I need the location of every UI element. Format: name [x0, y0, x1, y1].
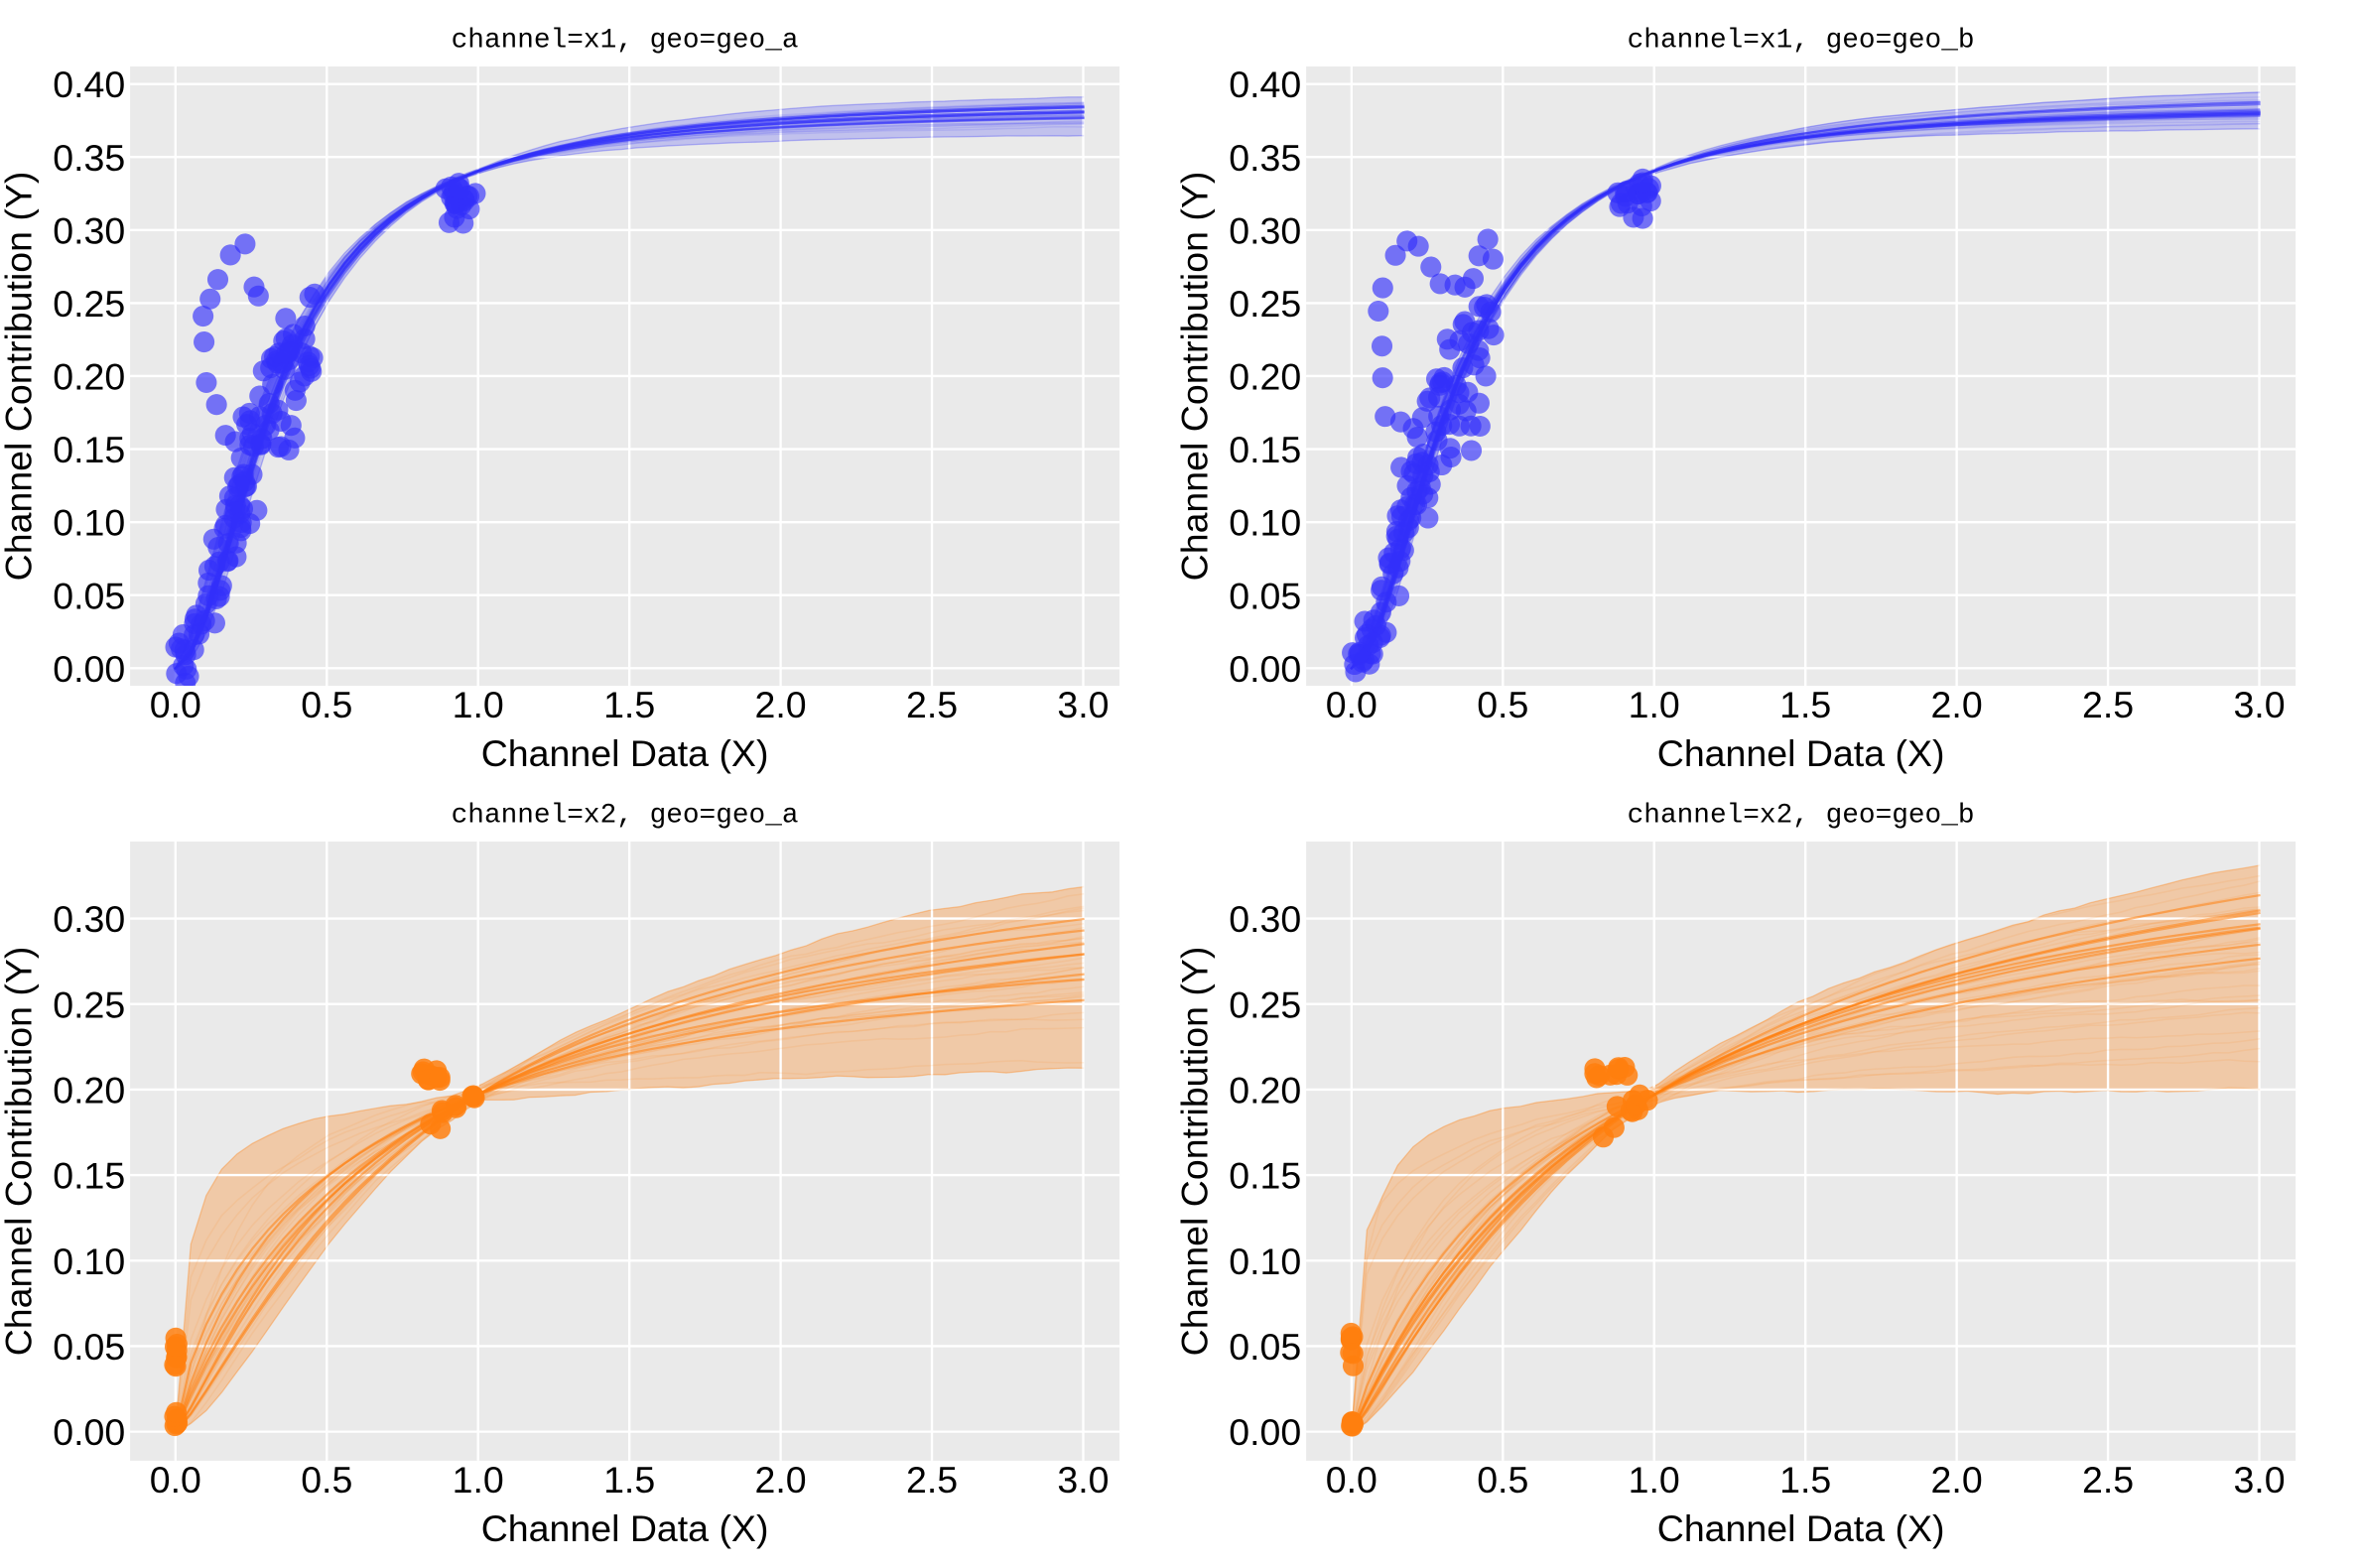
svg-text:0.05: 0.05 — [53, 575, 125, 616]
svg-text:0.30: 0.30 — [1229, 209, 1301, 251]
svg-text:2.0: 2.0 — [1931, 1459, 1983, 1501]
svg-text:channel=x1, geo=geo_b: channel=x1, geo=geo_b — [1628, 26, 1975, 57]
svg-text:0.25: 0.25 — [53, 283, 125, 325]
svg-text:0.00: 0.00 — [53, 648, 125, 690]
svg-text:0.20: 0.20 — [53, 1069, 125, 1111]
svg-text:0.30: 0.30 — [1229, 898, 1301, 940]
svg-text:0.15: 0.15 — [1229, 1155, 1301, 1197]
svg-text:0.35: 0.35 — [53, 137, 125, 179]
svg-text:1.0: 1.0 — [1629, 1459, 1680, 1501]
svg-text:3.0: 3.0 — [1057, 1459, 1109, 1501]
svg-text:2.0: 2.0 — [1931, 684, 1983, 725]
svg-text:0.30: 0.30 — [53, 209, 125, 251]
svg-text:0.25: 0.25 — [1229, 983, 1301, 1025]
svg-text:0.20: 0.20 — [1229, 356, 1301, 398]
svg-text:3.0: 3.0 — [2233, 684, 2285, 725]
svg-text:0.15: 0.15 — [53, 1155, 125, 1197]
svg-text:0.0: 0.0 — [150, 684, 201, 725]
svg-text:1.0: 1.0 — [1629, 684, 1680, 725]
svg-text:0.0: 0.0 — [1326, 1459, 1377, 1501]
svg-text:1.0: 1.0 — [453, 684, 504, 725]
svg-text:0.05: 0.05 — [53, 1326, 125, 1368]
svg-text:0.5: 0.5 — [1477, 1459, 1528, 1501]
svg-text:0.15: 0.15 — [53, 429, 125, 470]
svg-text:0.20: 0.20 — [1229, 1069, 1301, 1111]
svg-text:1.5: 1.5 — [1779, 684, 1831, 725]
svg-text:0.00: 0.00 — [53, 1411, 125, 1453]
svg-text:2.5: 2.5 — [906, 684, 958, 725]
svg-text:0.10: 0.10 — [1229, 502, 1301, 544]
svg-text:1.5: 1.5 — [603, 684, 655, 725]
svg-text:0.5: 0.5 — [1477, 684, 1528, 725]
svg-text:0.5: 0.5 — [301, 1459, 352, 1501]
svg-text:channel=x2, geo=geo_b: channel=x2, geo=geo_b — [1628, 801, 1975, 832]
svg-text:1.5: 1.5 — [1779, 1459, 1831, 1501]
svg-text:3.0: 3.0 — [2233, 1459, 2285, 1501]
svg-text:0.15: 0.15 — [1229, 429, 1301, 470]
svg-text:channel=x2, geo=geo_a: channel=x2, geo=geo_a — [452, 801, 799, 832]
svg-text:0.0: 0.0 — [1326, 684, 1377, 725]
svg-text:0.5: 0.5 — [301, 684, 352, 725]
svg-text:Channel Data (X): Channel Data (X) — [1657, 1507, 1945, 1549]
svg-text:channel=x1, geo=geo_a: channel=x1, geo=geo_a — [452, 26, 799, 57]
svg-text:0.00: 0.00 — [1229, 1411, 1301, 1453]
svg-text:Channel Data (X): Channel Data (X) — [1657, 732, 1945, 774]
svg-text:0.10: 0.10 — [1229, 1241, 1301, 1282]
svg-text:0.05: 0.05 — [1229, 1326, 1301, 1368]
svg-text:0.40: 0.40 — [1229, 64, 1301, 105]
svg-text:1.0: 1.0 — [453, 1459, 504, 1501]
svg-text:0.35: 0.35 — [1229, 137, 1301, 179]
svg-text:Channel Data (X): Channel Data (X) — [481, 732, 769, 774]
svg-text:Channel Contribution (Y): Channel Contribution (Y) — [1174, 947, 1216, 1357]
svg-text:2.5: 2.5 — [2082, 1459, 2134, 1501]
svg-text:0.10: 0.10 — [53, 502, 125, 544]
svg-text:0.00: 0.00 — [1229, 648, 1301, 690]
svg-text:0.05: 0.05 — [1229, 575, 1301, 616]
svg-text:0.25: 0.25 — [53, 983, 125, 1025]
svg-text:0.30: 0.30 — [53, 898, 125, 940]
svg-text:Channel Data (X): Channel Data (X) — [481, 1507, 769, 1549]
svg-text:2.5: 2.5 — [2082, 684, 2134, 725]
svg-text:0.40: 0.40 — [53, 64, 125, 105]
svg-text:1.5: 1.5 — [603, 1459, 655, 1501]
svg-text:0.25: 0.25 — [1229, 283, 1301, 325]
svg-text:2.0: 2.0 — [755, 684, 807, 725]
svg-text:0.0: 0.0 — [150, 1459, 201, 1501]
svg-text:2.5: 2.5 — [906, 1459, 958, 1501]
svg-text:3.0: 3.0 — [1057, 684, 1109, 725]
svg-text:Channel Contribution (Y): Channel Contribution (Y) — [0, 172, 40, 582]
svg-text:2.0: 2.0 — [755, 1459, 807, 1501]
svg-text:0.20: 0.20 — [53, 356, 125, 398]
svg-text:Channel Contribution (Y): Channel Contribution (Y) — [0, 947, 40, 1357]
svg-text:0.10: 0.10 — [53, 1241, 125, 1282]
svg-text:Channel Contribution (Y): Channel Contribution (Y) — [1174, 172, 1216, 582]
